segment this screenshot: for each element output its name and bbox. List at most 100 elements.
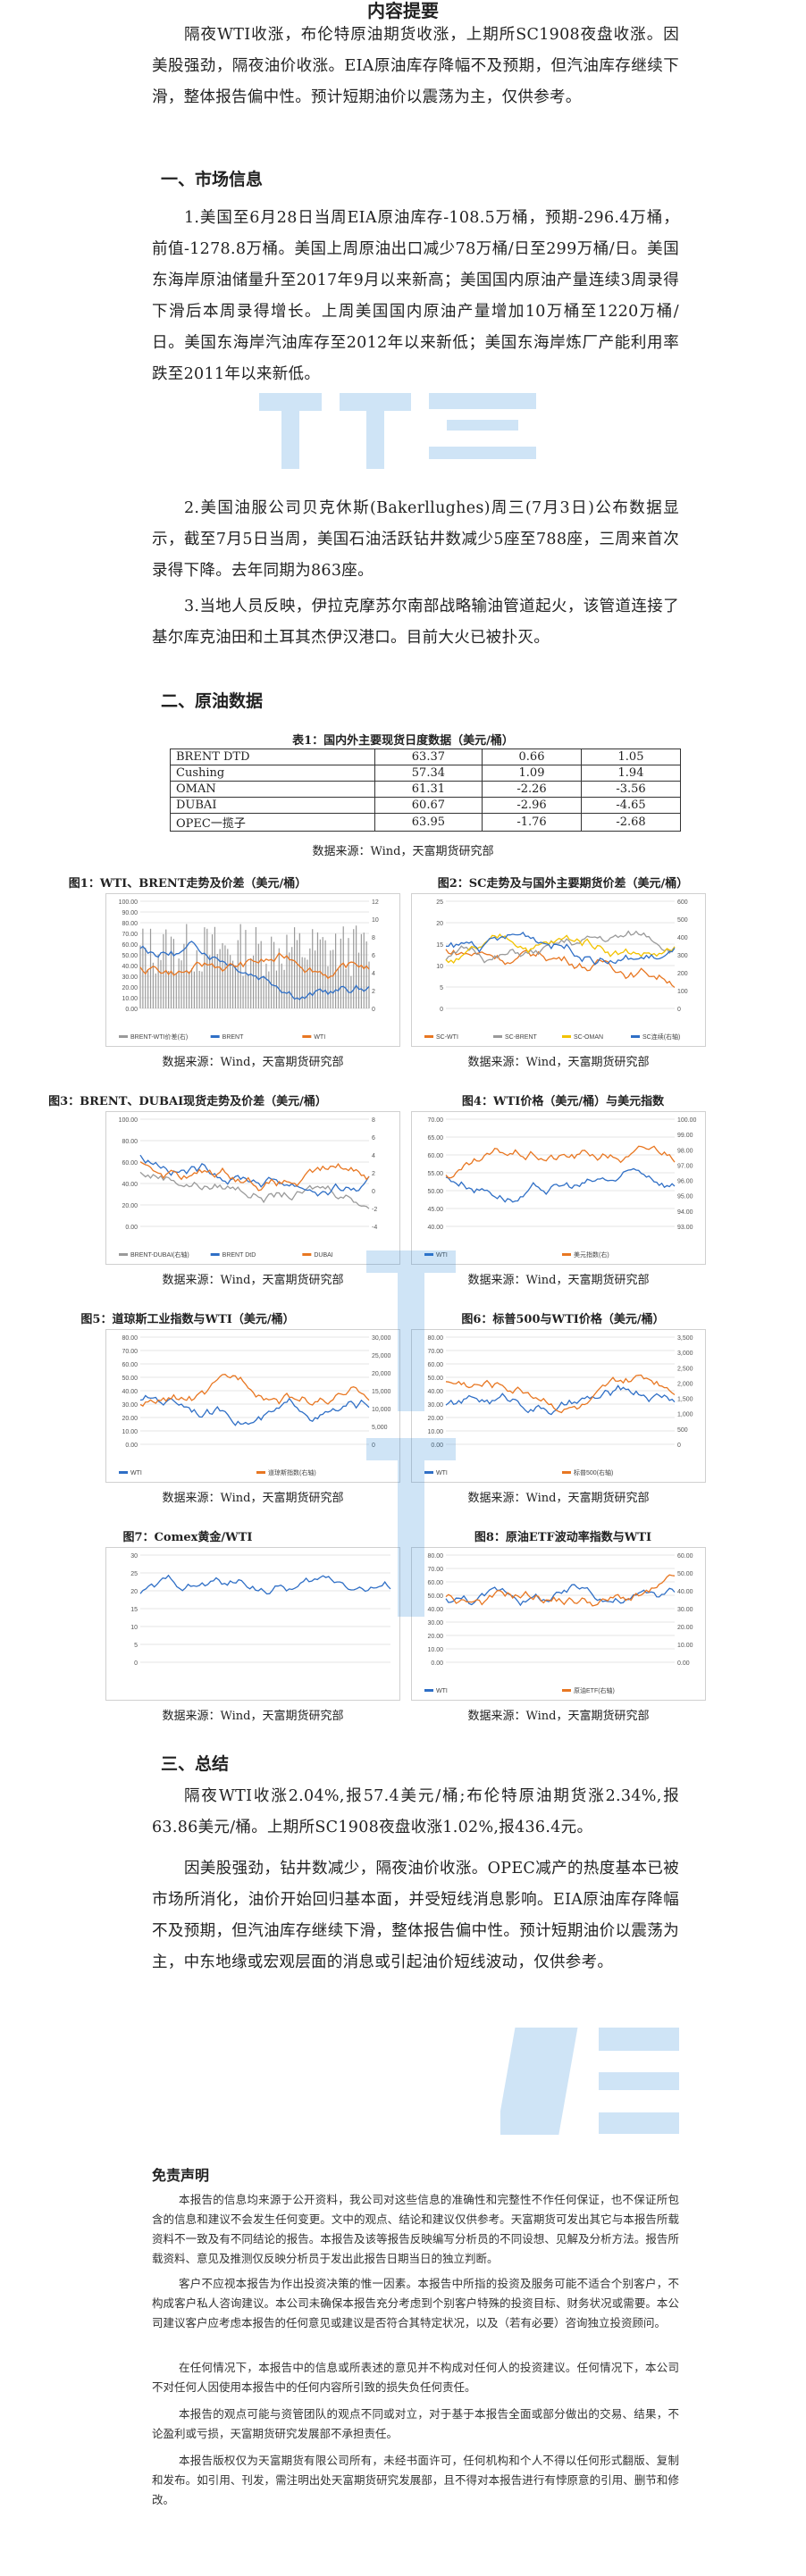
y-tick-label: 60.00 (122, 1362, 138, 1368)
y-tick-label: 15 (130, 1607, 138, 1613)
y2-tick-label: 10.00 (677, 1643, 693, 1649)
legend-swatch (562, 1471, 571, 1474)
series-line (139, 1574, 391, 1595)
series-line (139, 952, 370, 980)
y2-tick-label: 97.00 (677, 1163, 693, 1169)
y-tick-label: 60.00 (122, 942, 138, 949)
y2-tick-label: 10,000 (372, 1407, 391, 1413)
legend-swatch (424, 1689, 433, 1692)
y2-tick-label: 10 (372, 917, 379, 924)
y-tick-label: 40.00 (122, 964, 138, 970)
y2-tick-label: 600 (677, 899, 688, 906)
legend-swatch (256, 1471, 265, 1474)
table-caption: 表1：国内外主要现货日度数据（美元/桶） (292, 734, 514, 748)
y2-tick-label: 100 (677, 989, 688, 995)
y-tick-label: 30 (130, 1553, 138, 1560)
legend-label: BRENT (222, 1034, 244, 1041)
chart-7-source: 数据来源：Wind，天富期货研究部 (162, 1710, 344, 1723)
series-line (445, 1167, 676, 1203)
legend-swatch (562, 1689, 571, 1692)
y2-tick-label: 4 (372, 971, 375, 977)
y-tick-label: 30.00 (427, 1402, 443, 1409)
y-tick-label: 40.00 (122, 1182, 138, 1188)
y-tick-label: 10.00 (427, 1647, 443, 1653)
market-item-1: 1.美国至6月28日当周EIA原油库存-108.5万桶，预期-296.4万桶，前… (152, 209, 679, 383)
y2-tick-label: 50.00 (677, 1571, 693, 1577)
y2-tick-label: 500 (677, 1427, 688, 1434)
legend-label: WTI (436, 1688, 448, 1694)
y-tick-label: 0.00 (125, 1443, 138, 1449)
y-tick-label: 60.00 (122, 1160, 138, 1167)
legend-label: BRENT-DUBAI(右轴) (130, 1250, 189, 1259)
legend-swatch (119, 1471, 128, 1474)
y-tick-label: 40.00 (427, 1389, 443, 1395)
y-tick-label: 60.00 (427, 1362, 443, 1368)
y2-tick-label: 0.00 (677, 1660, 690, 1667)
disclaimer-paragraph-3: 在任何情况下，本报告中的信息或所表述的意见并不构成对任何人的投资建议。任何情况下… (152, 2361, 679, 2394)
legend-label: 美元指数(右) (574, 1250, 609, 1259)
y-tick-label: 50.00 (122, 1376, 138, 1382)
y-tick-label: 20 (130, 1589, 138, 1595)
y2-tick-label: 94.00 (677, 1209, 693, 1216)
legend-label: SC连续(右轴) (642, 1033, 680, 1041)
chart-dow-wti: 80.00 70.00 60.00 50.00 40.00 30.00 20.00 10.00… (105, 1329, 400, 1483)
y-tick-label: 10 (436, 964, 443, 970)
table-cell-name: BRENT DTD (170, 749, 375, 765)
y2-tick-label: 0 (372, 1189, 375, 1195)
y2-tick-label: 30.00 (677, 1607, 693, 1613)
legend-label: WTI (436, 1252, 448, 1259)
y2-tick-label: 20.00 (677, 1625, 693, 1631)
y-tick-label: 30.00 (122, 1402, 138, 1409)
y-tick-label: 80.00 (122, 921, 138, 927)
y-tick-label: 100.00 (119, 899, 139, 906)
table-cell-value: -2.96 (482, 797, 582, 814)
legend-swatch (119, 1253, 128, 1256)
chart-wti-usd-index: 70.00 65.00 60.00 55.00 50.00 45.00 40.00 100.0… (411, 1111, 706, 1265)
legend-label: WTI (436, 1470, 448, 1476)
table-cell-value: 63.37 (374, 749, 483, 765)
legend-label: BRENT-WTI价差(右) (130, 1033, 188, 1041)
series-line (139, 1394, 370, 1426)
y2-tick-label: 6 (372, 1135, 375, 1142)
series-line (445, 1384, 676, 1416)
y2-tick-label: 20,000 (372, 1371, 391, 1377)
chart-5-caption: 图5：道琼斯工业指数与WTI（美元/桶） (80, 1313, 295, 1326)
y-tick-label: 20.00 (427, 1416, 443, 1422)
y2-tick-label: 30,000 (372, 1335, 391, 1342)
series-line (139, 1161, 370, 1192)
chart-2-source: 数据来源：Wind，天富期货研究部 (467, 1056, 650, 1069)
summary-paragraph: 隔夜WTI收涨，布伦特原油期货收涨，上期所SC1908夜盘收涨。因美股强劲，隔夜… (152, 26, 679, 106)
legend-swatch (302, 1035, 312, 1038)
y2-tick-label: 500 (677, 917, 688, 924)
y-tick-label: 20 (436, 921, 443, 927)
y-tick-label: 20.00 (122, 985, 138, 991)
series-line (445, 930, 676, 964)
y-tick-label: 0.00 (125, 1225, 138, 1231)
table-cell-value: 63.95 (374, 813, 483, 832)
legend-label: 原油ETF(右轴) (574, 1686, 615, 1694)
series-line (445, 1584, 676, 1607)
chart-3-source: 数据来源：Wind，天富期货研究部 (162, 1274, 344, 1287)
y-tick-label: 50.00 (122, 953, 138, 959)
table-row: Cushing 57.34 1.09 1.94 (170, 765, 682, 782)
legend-label: BRENT DtD (222, 1252, 256, 1259)
page-title: 内容提要 (367, 0, 439, 21)
y2-tick-label: 0 (372, 1443, 375, 1449)
legend-label: 道琼斯指数(右轴) (268, 1468, 316, 1476)
y-tick-label: 10 (130, 1625, 138, 1631)
y2-tick-label: 5,000 (372, 1425, 388, 1431)
table-cell-name: DUBAI (170, 797, 375, 814)
series-line (139, 941, 370, 1000)
y-tick-label: 70.00 (427, 1117, 443, 1124)
y2-tick-label: 2 (372, 1171, 375, 1177)
chart-svg: 80.00 70.00 60.00 50.00 40.00 30.00 20.00 10.00… (424, 1335, 693, 1476)
table-cell-value: 1.94 (580, 765, 682, 782)
y-tick-label: 80.00 (427, 1553, 443, 1560)
y-tick-label: 20.00 (427, 1634, 443, 1640)
series-line (139, 1154, 370, 1197)
disclaimer-paragraph-2: 客户不应视本报告为作出投资决策的惟一因素。本报告中所指的投资及服务可能不适合个别… (152, 2277, 679, 2329)
chart-sp500-wti: 80.00 70.00 60.00 50.00 40.00 30.00 20.00 10.00… (411, 1329, 706, 1483)
series-line (139, 1171, 370, 1209)
table-source: 数据来源：Wind，天富期货研究部 (312, 845, 494, 858)
legend-swatch (210, 1253, 220, 1256)
